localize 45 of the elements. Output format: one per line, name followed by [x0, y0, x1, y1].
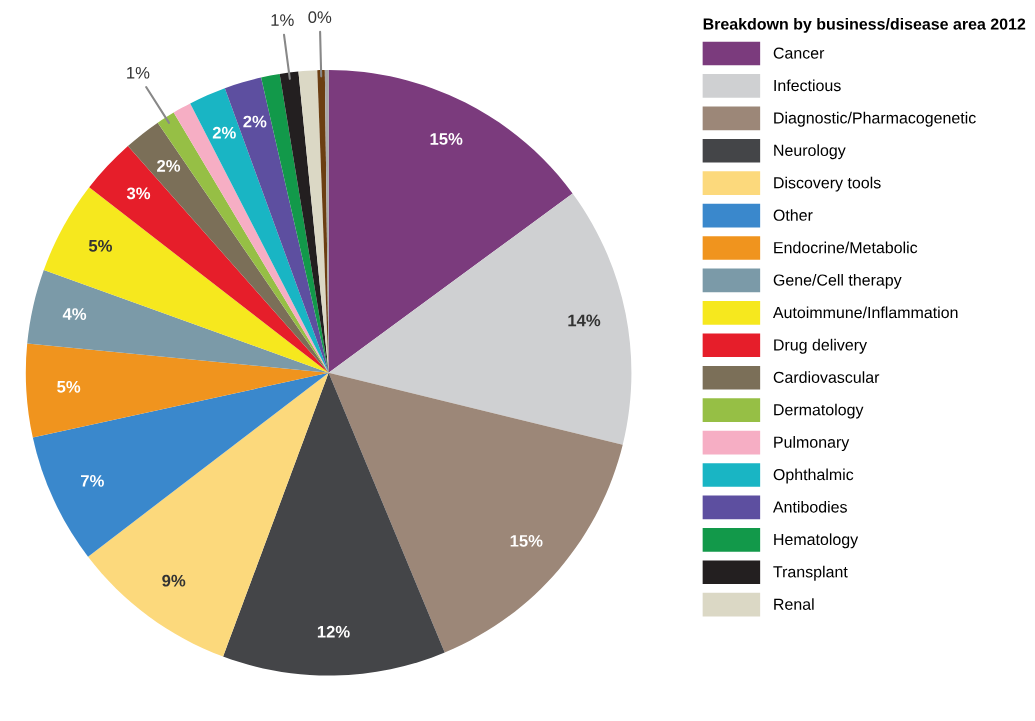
- legend-label: Pulmonary: [774, 436, 850, 451]
- text: 0%: [308, 11, 332, 24]
- pie-slice: [298, 70, 329, 373]
- pie-slice: [43, 187, 329, 373]
- pie-slice: [89, 146, 329, 373]
- legend-label: Gene/Cell therapy: [773, 273, 902, 289]
- data-label: 5%: [57, 380, 81, 393]
- data-label: 15%: [430, 133, 463, 145]
- data-label: 7%: [81, 475, 104, 487]
- pie-slice: [27, 269, 329, 373]
- data-label: 2%: [243, 115, 267, 128]
- data-label: 9%: [162, 574, 186, 587]
- pie-slice: [32, 372, 329, 557]
- data-label: 14%: [568, 314, 601, 327]
- data-label: 12%: [317, 625, 350, 638]
- data-label: 4%: [62, 308, 87, 320]
- pie-slice: [317, 69, 329, 373]
- legend-label: Drug delivery: [774, 338, 867, 354]
- data-label: 5%: [88, 239, 113, 252]
- legend-label: Dermatology: [774, 403, 864, 419]
- data-label: 15%: [510, 535, 543, 547]
- legend-label: Infectious: [774, 79, 841, 92]
- legend-label: Cardiovascular: [773, 371, 880, 383]
- data-label: 3%: [126, 187, 151, 200]
- data-label: 2%: [212, 126, 236, 139]
- legend-label: Other: [773, 209, 813, 221]
- legend-label: Antibodies: [772, 500, 847, 513]
- legend-title: Breakdown by business/disease area 2012: [703, 17, 1026, 33]
- text: 1%: [271, 14, 294, 26]
- legend-label: Hematology: [774, 533, 859, 549]
- legend-label: Ophthalmic: [773, 468, 854, 484]
- legend-label: Discovery tools: [774, 176, 881, 192]
- data-label: 2%: [157, 160, 181, 172]
- legend-label: Autoimmune/Inflammation: [772, 306, 958, 319]
- pie-slice: [25, 343, 329, 438]
- text: 1%: [127, 66, 150, 79]
- legend-label: Renal: [774, 598, 814, 610]
- legend-label: Cancer: [773, 47, 825, 59]
- legend-label: Endocrine/Metabolic: [774, 241, 918, 254]
- pie-slice: [190, 88, 329, 373]
- pie-slice: [223, 372, 445, 676]
- legend-label: Transplant: [773, 565, 848, 581]
- pie-slice: [328, 193, 632, 445]
- legend-label: Neurology: [774, 144, 846, 160]
- legend-label: Diagnostic/Pharmacogenetic: [774, 111, 976, 127]
